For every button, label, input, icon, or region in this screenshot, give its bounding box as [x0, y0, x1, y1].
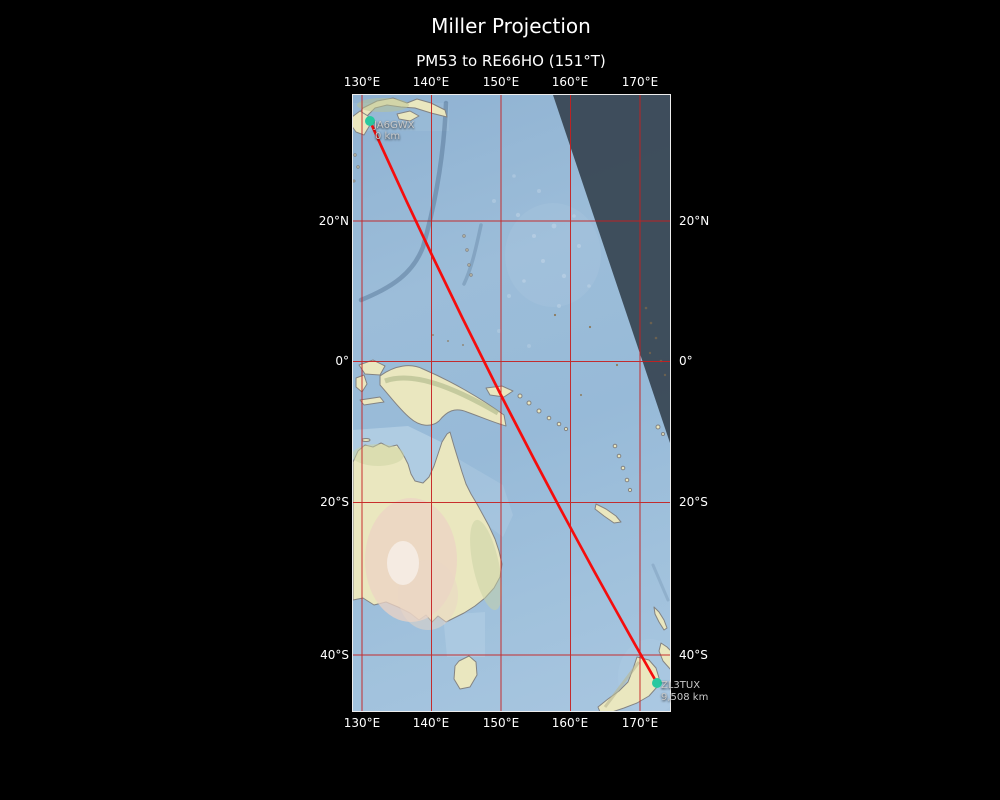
figure-title: Miller Projection [431, 14, 591, 38]
tick-top-130e: 130°E [343, 75, 381, 89]
tick-bottom-140e: 140°E [412, 716, 450, 730]
tick-top-140e: 140°E [412, 75, 450, 89]
small-islands [432, 313, 619, 396]
end-distance-label: 9,508 km [661, 692, 709, 703]
tick-top-160e: 160°E [551, 75, 589, 89]
figure-subtitle: PM53 to RE66HO (151°T) [416, 52, 606, 70]
route-line [368, 119, 659, 685]
tick-bottom-150e: 150°E [482, 716, 520, 730]
seafloor-speckles [492, 174, 601, 348]
terrain-shading [353, 98, 641, 708]
tick-top-150e: 150°E [482, 75, 520, 89]
land-tasmania [453, 655, 478, 690]
tick-right-40s: 40°S [679, 648, 708, 662]
tick-left-20s: 20°S [320, 495, 349, 509]
tick-bottom-130e: 130°E [343, 716, 381, 730]
tick-right-20s: 20°S [679, 495, 708, 509]
night-shade [553, 95, 670, 443]
map-plot-area [352, 94, 671, 712]
tick-left-20n: 20°N [318, 214, 349, 228]
route-end-marker [652, 678, 662, 688]
land-new-guinea [379, 365, 507, 427]
end-callsign-label: ZL3TUX [661, 680, 701, 691]
tick-right-20n: 20°N [679, 214, 710, 228]
start-distance-label: 0 km [375, 131, 401, 142]
route-start-marker [365, 116, 375, 126]
tick-right-0: 0° [679, 354, 693, 368]
graticule [353, 95, 670, 711]
tick-bottom-170e: 170°E [621, 716, 659, 730]
land-nz-north [653, 606, 668, 631]
tick-top-170e: 170°E [621, 75, 659, 89]
tick-bottom-160e: 160°E [551, 716, 589, 730]
start-callsign-label: JA6GWX [374, 120, 415, 131]
tick-left-0: 0° [335, 354, 349, 368]
tick-left-40s: 40°S [320, 648, 349, 662]
land-shikoku [396, 110, 420, 122]
map-image [353, 95, 670, 711]
